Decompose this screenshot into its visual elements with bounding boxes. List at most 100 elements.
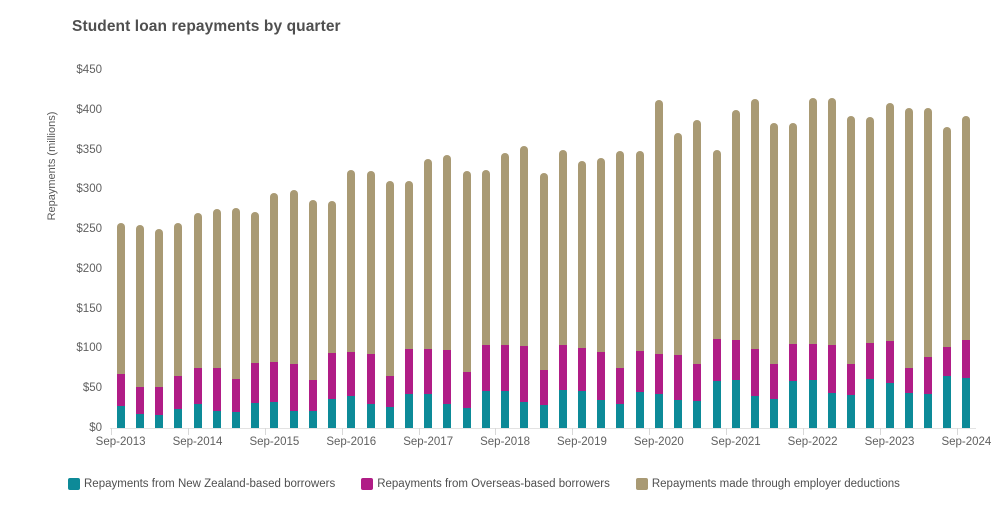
bar-stack[interactable] (443, 155, 452, 428)
x-tick-label: Sep-2021 (710, 436, 761, 448)
bar-segment (501, 391, 510, 428)
bar-stack[interactable] (366, 171, 375, 428)
bar-segment (635, 350, 644, 393)
bar-stack[interactable] (155, 229, 164, 428)
bar-segment (174, 222, 183, 376)
bar-stack[interactable] (520, 146, 529, 428)
bar-stack[interactable] (501, 152, 510, 428)
bar-segment (174, 375, 183, 409)
legend-item[interactable]: Repayments from Overseas-based borrowers (361, 478, 610, 490)
bar-segment (328, 201, 337, 354)
bar-stack[interactable] (712, 149, 721, 428)
bar-stack[interactable] (885, 103, 894, 428)
bar-segment (366, 354, 375, 405)
bar-segment (231, 207, 240, 380)
bar-segment (827, 345, 836, 393)
bar-stack[interactable] (308, 199, 317, 428)
bar-stack[interactable] (328, 201, 337, 428)
bar-stack[interactable] (674, 132, 683, 428)
bar-segment (462, 171, 471, 372)
bar-segment (654, 100, 663, 355)
bar-segment (616, 151, 625, 369)
bar-segment (481, 391, 490, 428)
bar-segment (577, 348, 586, 391)
y-axis-tick-labels: $0 $50 $100 $150 $200 $250 $300 $350 $400 $450 (56, 64, 102, 434)
bar-segment (674, 400, 683, 428)
bar-segment (827, 97, 836, 346)
bar-stack[interactable] (693, 120, 702, 428)
bar-stack[interactable] (654, 100, 663, 428)
bar-stack[interactable] (404, 180, 413, 428)
bar-segment (251, 212, 260, 363)
bar-stack[interactable] (558, 150, 567, 428)
bar-stack[interactable] (385, 181, 394, 428)
bar-stack[interactable] (827, 97, 836, 428)
bar-stack[interactable] (731, 109, 740, 428)
bar-stack[interactable] (539, 172, 548, 428)
bar-stack[interactable] (616, 151, 625, 428)
bar-segment (424, 393, 433, 428)
bar-segment (366, 404, 375, 428)
bar-stack[interactable] (289, 190, 298, 428)
x-tick-label: Sep-2019 (557, 436, 607, 448)
bar-stack[interactable] (770, 122, 779, 428)
x-tick-label: Sep-2018 (480, 436, 530, 448)
bar-segment (501, 152, 510, 346)
bar-segment (577, 390, 586, 428)
y-tick-label: $450 (76, 64, 102, 76)
bar-segment (520, 346, 529, 402)
bar-stack[interactable] (943, 126, 952, 428)
bar-stack[interactable] (808, 97, 817, 428)
bar-stack[interactable] (866, 116, 875, 428)
chart-title: Student loan repayments by quarter (72, 18, 341, 35)
bar-segment (904, 108, 913, 368)
bar-stack[interactable] (962, 116, 971, 428)
bar-stack[interactable] (904, 108, 913, 428)
bar-stack[interactable] (116, 222, 125, 428)
bar-stack[interactable] (231, 207, 240, 428)
bar-segment (174, 408, 183, 428)
legend-label: Repayments from Overseas-based borrowers (377, 478, 610, 490)
bar-segment (750, 99, 759, 350)
bar-segment (885, 340, 894, 383)
bar-stack[interactable] (193, 213, 202, 428)
y-tick-label: $100 (76, 342, 102, 355)
bar-segment (385, 407, 394, 428)
bar-stack[interactable] (481, 170, 490, 428)
bar-stack[interactable] (635, 151, 644, 428)
bar-segment (827, 393, 836, 428)
bar-stack[interactable] (597, 158, 606, 428)
legend-item[interactable]: Repayments made through employer deducti… (635, 478, 900, 490)
legend-item[interactable]: Repayments from New Zealand-based borrow… (68, 478, 335, 490)
bar-segment (635, 151, 644, 351)
bar-stack[interactable] (923, 108, 932, 428)
bar-stack[interactable] (424, 159, 433, 428)
bar-segment (808, 380, 817, 428)
bar-segment (654, 354, 663, 394)
bar-stack[interactable] (750, 99, 759, 428)
bar-stack[interactable] (135, 225, 144, 428)
bar-segment (712, 338, 721, 382)
bar-segment (481, 170, 490, 346)
bar-stack[interactable] (251, 212, 260, 428)
y-tick-label: $50 (82, 382, 102, 395)
bar-stack[interactable] (174, 222, 183, 428)
bar-stack[interactable] (462, 171, 471, 428)
bar-segment (693, 363, 702, 401)
bar-stack[interactable] (847, 116, 856, 428)
bar-stack[interactable] (347, 170, 356, 428)
bar-stack[interactable] (577, 160, 586, 428)
bar-stack[interactable] (212, 209, 221, 428)
bar-segment (635, 392, 644, 428)
bar-segment (424, 349, 433, 394)
bar-segment (558, 345, 567, 390)
legend-label: Repayments from New Zealand-based borrow… (84, 478, 336, 490)
bar-segment (251, 402, 260, 428)
bar-stack[interactable] (789, 122, 798, 428)
bar-segment (481, 345, 490, 392)
bar-stack[interactable] (270, 193, 279, 428)
bar-segment (385, 181, 394, 376)
bar-segment (731, 380, 740, 428)
bar-segment (193, 367, 202, 405)
